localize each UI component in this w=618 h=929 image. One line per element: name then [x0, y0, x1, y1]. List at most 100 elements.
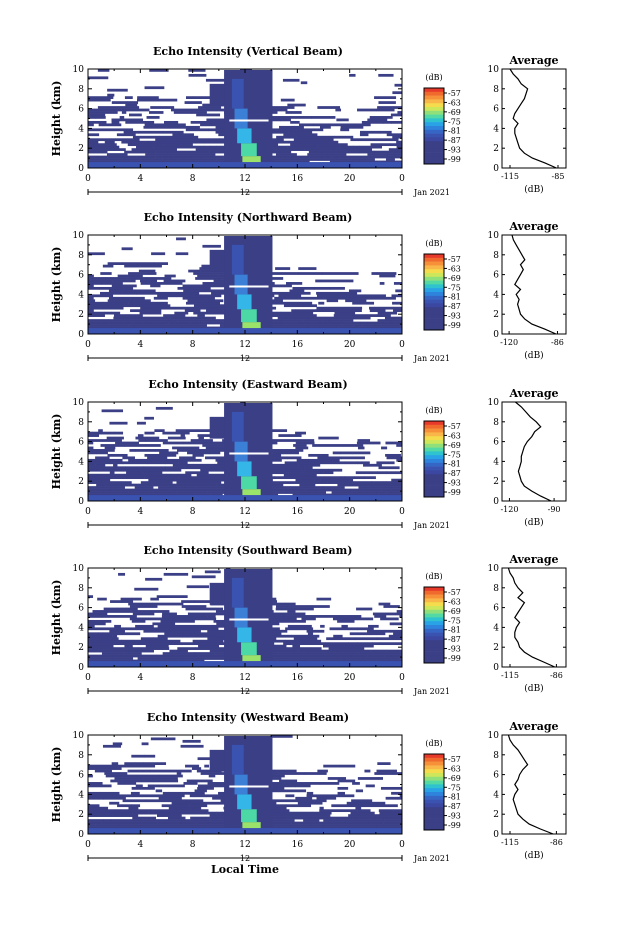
echo-cell: [156, 468, 182, 472]
echo-cell: [295, 309, 316, 313]
echo-cell: [155, 153, 173, 156]
echo-cell: [303, 135, 312, 139]
echo-cell: [88, 612, 108, 616]
echo-cell: [287, 466, 305, 470]
echo-cell: [194, 446, 200, 450]
echo-cell: [327, 649, 339, 653]
echo-cell: [291, 309, 296, 313]
echo-cell: [217, 826, 228, 830]
echo-cell: [112, 659, 131, 663]
echo-cell: [322, 486, 332, 489]
echo-cell: [108, 767, 122, 770]
echo-cell: [399, 811, 403, 815]
colorbar-swatch: [424, 326, 444, 331]
echo-cell: [207, 491, 213, 494]
echo-cell: [365, 160, 384, 164]
echo-cell: [195, 647, 218, 650]
echo-patch: [209, 83, 226, 106]
echo-cell: [342, 819, 356, 822]
y-tick-label: 6: [78, 604, 84, 614]
echo-cell: [183, 782, 198, 785]
echo-cell: [131, 133, 136, 137]
echo-patch: [209, 749, 226, 772]
echo-cell: [288, 130, 313, 134]
x-tick-label: 0: [85, 340, 91, 350]
echo-cell: [171, 801, 182, 805]
echo-cell: [167, 436, 186, 440]
echo-cell: [197, 289, 213, 293]
x-tick-label: 20: [344, 340, 356, 350]
echo-cell: [207, 629, 231, 633]
echo-cell: [270, 291, 289, 295]
echo-plume: [231, 744, 244, 775]
echo-cell: [159, 647, 170, 650]
echo-cell: [92, 610, 108, 613]
echo-cell: [185, 301, 196, 305]
colorbar-swatch: [424, 765, 444, 770]
echo-cell: [329, 160, 347, 164]
echo-cell: [371, 814, 389, 817]
echo-cell: [171, 140, 196, 144]
echo-cell: [201, 158, 217, 161]
echo-cell: [156, 654, 182, 658]
profile-x-label: (dB): [524, 184, 543, 195]
echo-cell: [361, 441, 381, 445]
echo-cell: [144, 416, 154, 420]
echo-cell: [95, 463, 106, 467]
echo-cell: [282, 319, 303, 322]
echo-cell: [200, 319, 209, 322]
echo-cell: [88, 296, 94, 300]
y-tick-label: 6: [78, 271, 84, 281]
echo-cell: [117, 804, 132, 808]
echo-cell: [189, 804, 208, 808]
echo-cell: [184, 309, 201, 313]
echo-cell: [370, 649, 376, 653]
echo-cell: [136, 145, 154, 149]
echo-cell: [375, 326, 391, 330]
profile-line: [507, 567, 556, 668]
echo-cell: [191, 632, 216, 636]
echo-cell: [275, 602, 286, 606]
echo-cell: [346, 801, 360, 805]
echo-cell: [154, 309, 162, 313]
echo-cell: [114, 431, 124, 435]
echo-cell: [88, 441, 94, 445]
echo-cell: [304, 324, 310, 327]
echo-cell: [290, 826, 315, 830]
echo-cell: [303, 304, 317, 308]
echo-cell: [195, 617, 201, 621]
echo-cell: [265, 321, 281, 325]
echo-cell: [316, 458, 332, 462]
echo-cell: [376, 309, 386, 313]
echo-cell: [386, 296, 396, 300]
echo-cell: [178, 809, 193, 813]
echo-cell: [145, 321, 169, 325]
echo-cell: [340, 486, 345, 489]
echo-cell: [88, 431, 93, 435]
echo-cell: [130, 791, 140, 795]
profile-x-tick-label: -85: [552, 172, 565, 181]
echo-cell: [381, 314, 391, 317]
echo-cell: [185, 607, 209, 611]
echo-cell: [111, 284, 124, 288]
echo-cell: [173, 111, 193, 114]
profile-y-tick-label: 10: [488, 398, 500, 408]
echo-cell: [108, 811, 133, 815]
echo-cell: [216, 811, 226, 815]
echo-cell: [108, 289, 127, 293]
echo-cell: [140, 637, 154, 641]
echo-cell: [392, 301, 403, 305]
profile-title: Average: [508, 220, 558, 233]
echo-cell: [317, 659, 331, 663]
echo-cell: [177, 431, 190, 435]
echo-cell: [127, 476, 145, 480]
echo-cell: [153, 262, 169, 265]
echo-cell: [177, 486, 196, 489]
echo-cell: [370, 143, 395, 147]
echo-cell: [141, 779, 154, 783]
echo-cell: [271, 439, 295, 442]
echo-cell: [141, 794, 159, 798]
echo-cell: [295, 461, 320, 465]
x-tick-label: 0: [85, 507, 91, 517]
echo-cell: [168, 806, 194, 810]
